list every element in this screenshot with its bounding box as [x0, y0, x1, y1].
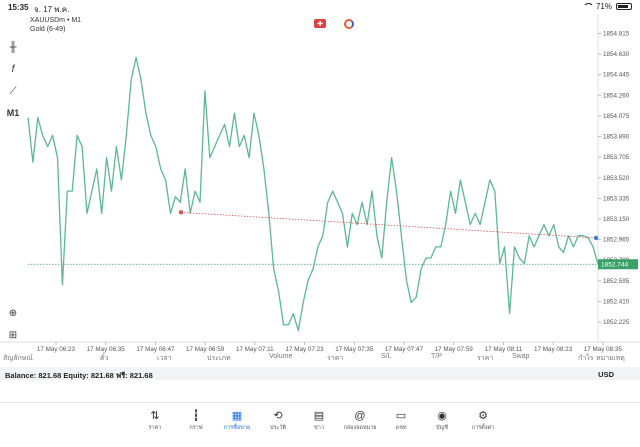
table-header-cell: Swap — [512, 353, 530, 360]
timeframe-button[interactable]: M1 — [6, 108, 20, 118]
time-tick-label: 17 May 07:35 — [335, 346, 374, 353]
price-tick-label: 1853.520 — [603, 175, 630, 182]
symbol-label: XAUUSDm • M1 — [30, 17, 82, 24]
price-tick-label: 1853.335 — [603, 195, 630, 202]
nav-item-8[interactable]: ⚙ การตั้งค่า — [463, 409, 503, 432]
nav-item-6[interactable]: ▭ แชท — [381, 409, 421, 432]
chart-panel[interactable]: 1854.815 1854.630 1854.445 1854.260 1854.075… — [0, 14, 640, 354]
nav-item-label: การซื้อขาย — [223, 425, 251, 431]
account-icon: ◉ — [437, 410, 447, 422]
table-header-cell: Volume — [269, 353, 293, 360]
table-header-cell: T/P — [431, 353, 442, 360]
arrows-updown-icon: ⇅ — [150, 410, 160, 422]
price-tick-label: 1854.815 — [603, 30, 630, 37]
nav-item-4[interactable]: ▤ ข่าว — [299, 409, 339, 432]
time-tick-label: 17 May 08:23 — [534, 346, 573, 353]
bottom-navigation: ⇅ ราคา ┇ กราฟ ▦ การซื้อขาย ⟲ ประวัติ ▤ ข่าว @ กล่อง… — [0, 402, 640, 447]
nav-item-label: แชท — [395, 425, 407, 431]
nav-item-3[interactable]: ⟲ ประวัติ — [258, 409, 298, 432]
time-tick-label: 17 May 07:59 — [435, 346, 474, 353]
balance-currency: USD — [598, 370, 614, 379]
indicators-icon[interactable]: f — [11, 63, 15, 75]
nav-item-label: บัญชี — [436, 425, 448, 431]
battery-icon — [616, 3, 632, 10]
trendline — [180, 211, 597, 239]
chart-type-icon[interactable]: ╫ — [9, 41, 17, 53]
price-tick-label: 1854.630 — [603, 51, 630, 58]
time-tick-label: 17 May 07:11 — [236, 346, 274, 353]
time-tick-label: 17 May 07:23 — [285, 346, 324, 353]
table-header-cell: กำไร — [578, 355, 594, 362]
nav-item-label: กราฟ — [189, 425, 203, 431]
nav-item-7[interactable]: ◉ บัญชี — [422, 409, 462, 432]
one-click-trading-icon[interactable]: ✚ — [314, 19, 326, 28]
price-tick-label: 1852.410 — [603, 298, 630, 305]
zoom-icon[interactable]: ⊕ — [8, 307, 18, 319]
table-header-cell: S/L — [381, 353, 392, 360]
nav-item-2[interactable]: ▦ การซื้อขาย — [217, 409, 257, 432]
time-tick-label: 17 May 06:35 — [87, 346, 126, 353]
new-order-icon[interactable]: ⊞ — [8, 329, 18, 341]
time-tick-label: 17 May 06:23 — [37, 346, 76, 353]
trendline-end-point — [593, 235, 599, 241]
chart-toolbar: ╫ f ⟋ M1 — [4, 36, 22, 124]
status-date: จ. 17 พ.ค. — [34, 5, 70, 14]
nav-item-label: ข่าว — [314, 425, 324, 431]
price-series-line — [27, 56, 599, 332]
nav-item-5[interactable]: @ กล่องจดหมาย — [340, 409, 380, 432]
time-tick-label: 17 May 06:59 — [186, 346, 225, 353]
table-header-cell: ประเภท — [207, 355, 231, 362]
price-tick-label: 1854.075 — [603, 113, 630, 120]
current-price-label: 1852.744 — [601, 262, 628, 269]
candles-icon: ┇ — [192, 410, 200, 422]
chat-icon: ▭ — [395, 410, 407, 422]
price-chart[interactable]: 1854.815 1854.630 1854.445 1854.260 1854.075… — [0, 14, 640, 354]
table-header-cell: สัญลักษณ์ — [3, 355, 33, 362]
price-tick-label: 1853.150 — [603, 216, 630, 223]
price-tick-label: 1853.705 — [603, 154, 630, 161]
trade-table-header: สัญลักษณ์ ตั๋ว เวลา ประเภท Volume ราคา S/L T/P ร… — [0, 352, 640, 364]
objects-icon[interactable]: ⟋ — [9, 85, 17, 97]
price-tick-label: 1854.260 — [603, 92, 630, 99]
at-icon: @ — [354, 410, 366, 422]
nav-item-label: การตั้งค่า — [471, 425, 495, 431]
history-icon: ⟲ — [273, 410, 283, 422]
table-header-cell: เวลา — [157, 355, 172, 362]
price-tick-label: 1853.890 — [603, 134, 630, 141]
gear-icon: ⚙ — [478, 410, 488, 422]
table-header-note: หมายเหตุ — [596, 355, 625, 362]
time-tick-label: 17 May 06:47 — [136, 346, 175, 353]
balance-text: Balance: 821.68 Equity: 821.68 ฟรี: 821.… — [5, 371, 153, 380]
price-tick-label: 1852.965 — [603, 237, 630, 244]
price-tick-label: 1854.445 — [603, 72, 630, 79]
trendline-start-point — [178, 210, 184, 215]
nav-item-0[interactable]: ⇅ ราคา — [135, 409, 175, 432]
table-header-cell: ราคา — [477, 355, 494, 362]
time-tick-label: 17 May 08:35 — [584, 346, 623, 353]
nav-item-label: ราคา — [148, 425, 162, 431]
trade-chart-icon: ▦ — [231, 410, 243, 422]
nav-item-label: ประวัติ — [269, 425, 287, 431]
table-header-cell: ราคา — [327, 355, 344, 362]
balance-row: Balance: 821.68 Equity: 821.68 ฟรี: 821.… — [0, 367, 640, 380]
battery-percent: 71% — [595, 2, 612, 11]
table-header-cell: ตั๋ว — [100, 355, 109, 362]
price-tick-label: 1852.225 — [603, 319, 630, 326]
nav-item-label: กล่องจดหมาย — [343, 425, 377, 431]
status-bar: 15:35 จ. 17 พ.ค. 71% — [0, 0, 640, 14]
nav-item-1[interactable]: ┇ กราฟ — [176, 409, 216, 432]
symbol-info: XAUUSDm • M1 Gold (6-49) — [30, 16, 81, 34]
time-tick-label: 17 May 08:11 — [485, 346, 523, 353]
chart-color-icon[interactable] — [344, 19, 354, 29]
current-price-badge — [598, 259, 638, 270]
status-time: 15:35 — [8, 3, 29, 12]
symbol-description: Gold (6-49) — [30, 26, 66, 33]
news-icon: ▤ — [313, 410, 325, 422]
time-tick-label: 17 May 07:47 — [385, 346, 424, 353]
price-tick-label: 1852.595 — [603, 278, 630, 285]
wifi-icon — [582, 3, 594, 10]
